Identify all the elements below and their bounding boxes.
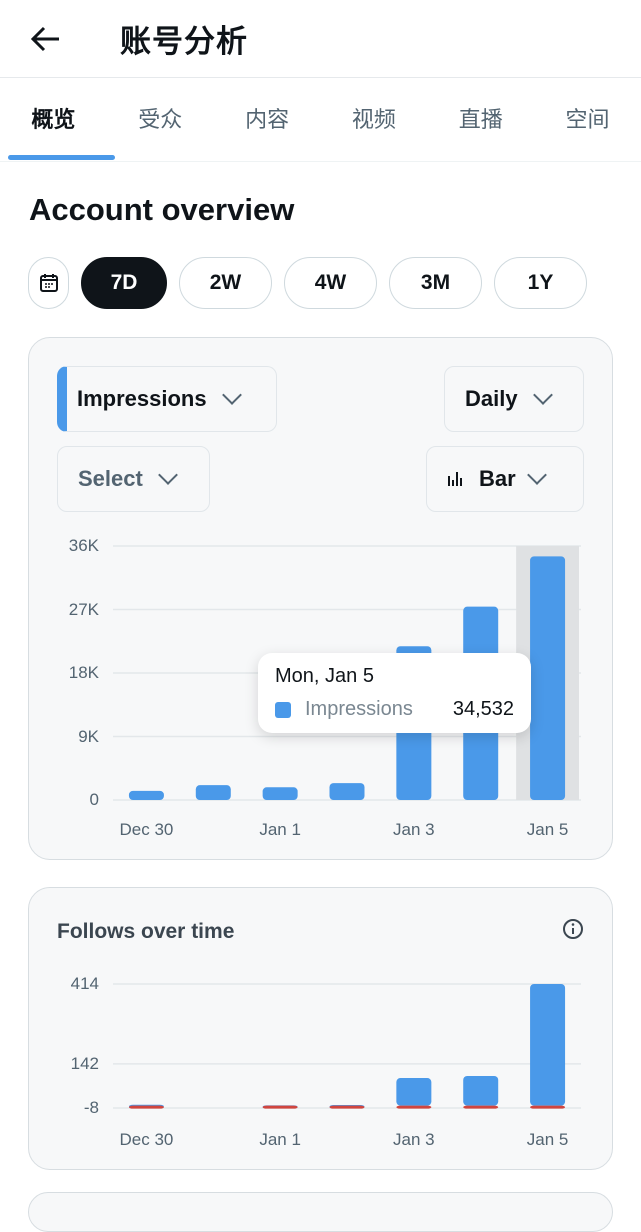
arrow-left-icon — [31, 26, 59, 51]
x-tick-label: Jan 3 — [393, 820, 435, 839]
x-tick-label: Jan 1 — [259, 1130, 301, 1149]
bar-jan-1 — [262, 787, 298, 800]
y-tick-label: -8 — [83, 1098, 99, 1117]
bar-jan-2 — [329, 1105, 365, 1109]
bar-dec-30 — [128, 1105, 164, 1109]
y-tick-label: 414 — [70, 974, 99, 993]
chart-type-label: Bar — [479, 466, 516, 491]
tab-content[interactable]: 内容 — [245, 106, 290, 132]
bar-jan-2 — [329, 783, 365, 800]
bar-jan-1 — [262, 1105, 298, 1109]
back-button[interactable] — [22, 15, 70, 63]
y-tick-label: 27K — [68, 599, 99, 619]
compare-dropdown[interactable]: Select — [57, 446, 210, 512]
tab-bar: 概览 受众 内容 视频 直播 空间 — [0, 78, 641, 162]
x-tick-label: Jan 3 — [393, 1130, 435, 1149]
bar-jan-3 — [396, 1078, 432, 1106]
bar-dec-31 — [195, 785, 231, 800]
bar-jan-4 — [463, 1105, 499, 1109]
range-4w[interactable]: 4W — [284, 257, 377, 309]
tab-overview[interactable]: 概览 — [0, 78, 115, 162]
calendar-button[interactable] — [28, 257, 69, 309]
follows-card: Follows over time — [28, 887, 613, 1170]
x-tick-label: Dec 30 — [119, 1130, 174, 1149]
range-7d[interactable]: 7D — [81, 257, 167, 309]
page-title: 账号分析 — [120, 24, 248, 59]
tooltip-value: 34,532 — [452, 698, 514, 720]
range-selector: 7D 2W 4W 3M 1Y — [28, 257, 587, 309]
bar-jan-5 — [530, 1105, 566, 1109]
tab-spaces[interactable]: 空间 — [565, 106, 610, 132]
x-tick-label: Jan 5 — [526, 820, 569, 839]
bar-jan-5 — [530, 556, 566, 800]
y-tick-label: 18K — [68, 663, 99, 682]
tooltip-series: Impressions — [305, 698, 413, 720]
range-2w[interactable]: 2W — [179, 257, 272, 309]
chart-tooltip: Mon, Jan 5 Impressions 34,532 — [258, 653, 531, 733]
compare-label: Select — [78, 466, 143, 491]
range-1y[interactable]: 1Y — [494, 257, 587, 309]
follows-title: Follows over time — [57, 920, 235, 943]
bar-jan-3 — [396, 1105, 432, 1109]
bar-jan-5 — [530, 984, 566, 1106]
metric-dropdown[interactable]: Impressions — [57, 366, 277, 432]
tab-live[interactable]: 直播 — [458, 106, 503, 132]
bar-dec-30 — [128, 790, 164, 800]
calendar-icon — [39, 274, 58, 292]
info-icon[interactable] — [562, 918, 584, 940]
tab-audience[interactable]: 受众 — [138, 106, 183, 132]
y-tick-label: 9K — [78, 726, 99, 746]
y-tick-label: 142 — [70, 1053, 99, 1073]
tab-video[interactable]: 视频 — [351, 106, 396, 132]
bar-chart-icon — [448, 472, 462, 486]
y-tick-label: 36K — [68, 536, 99, 555]
header: 账号分析 — [0, 0, 641, 78]
interval-dropdown[interactable]: Daily — [444, 366, 584, 432]
interval-label: Daily — [465, 386, 518, 411]
section-title: Account overview — [29, 192, 295, 227]
impressions-card: Impressions Daily Select Bar — [28, 337, 613, 860]
x-tick-label: Jan 1 — [259, 820, 301, 839]
y-tick-label: 0 — [89, 790, 99, 809]
x-tick-label: Dec 30 — [119, 820, 174, 839]
legend-swatch — [275, 701, 291, 718]
bar-jan-4 — [463, 1075, 499, 1106]
metric-label: Impressions — [77, 386, 207, 411]
chart-type-dropdown[interactable]: Bar — [426, 446, 584, 512]
x-tick-label: Jan 5 — [526, 1130, 569, 1149]
tooltip-date: Mon, Jan 5 — [275, 665, 374, 687]
range-3m[interactable]: 3M — [389, 257, 482, 309]
